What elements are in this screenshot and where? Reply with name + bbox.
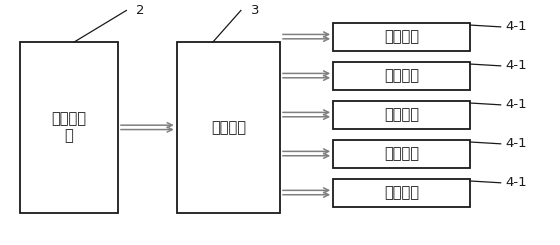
Text: 电子水平
仪: 电子水平 仪	[52, 111, 87, 144]
Bar	[333, 23, 470, 51]
Bar	[333, 101, 470, 129]
Text: 4-1: 4-1	[505, 20, 527, 33]
Text: 4-1: 4-1	[505, 59, 527, 72]
Text: 步进电机: 步进电机	[384, 107, 419, 122]
Bar	[20, 42, 118, 213]
Text: 4-1: 4-1	[505, 98, 527, 111]
Text: 3: 3	[251, 4, 259, 17]
Text: 步进电机: 步进电机	[384, 68, 419, 83]
Text: 4-1: 4-1	[505, 176, 527, 189]
Bar	[176, 42, 280, 213]
Text: 4-1: 4-1	[505, 137, 527, 150]
Bar	[333, 179, 470, 207]
Text: 步进电机: 步进电机	[384, 146, 419, 161]
Text: 控制模块: 控制模块	[211, 120, 246, 135]
Bar	[333, 61, 470, 90]
Bar	[333, 140, 470, 168]
Text: 步进电机: 步进电机	[384, 29, 419, 44]
Text: 2: 2	[137, 4, 145, 17]
Text: 步进电机: 步进电机	[384, 185, 419, 200]
